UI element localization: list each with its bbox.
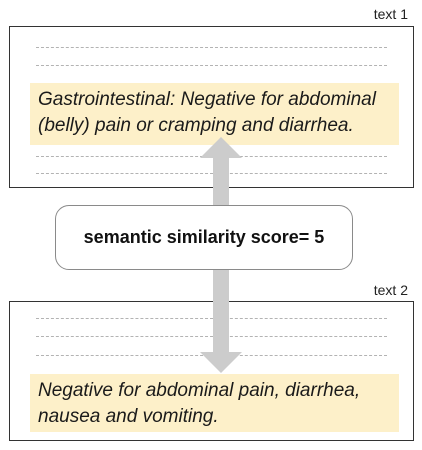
placeholder-line	[36, 336, 387, 337]
placeholder-line	[36, 318, 387, 319]
text2-label: text 2	[373, 282, 408, 298]
text2-highlight: Negative for abdominal pain, diarrhea, n…	[30, 374, 399, 432]
similarity-score-box: semantic similarity score= 5	[55, 205, 353, 270]
text1-box: Gastrointestinal: Negative for abdominal…	[9, 26, 414, 188]
placeholder-line	[36, 173, 387, 174]
text2-line-1: Negative for abdominal pain, diarrhea,	[38, 380, 361, 401]
text2-line-2: nausea and vomiting.	[38, 406, 219, 427]
text1-highlight: Gastrointestinal: Negative for abdominal…	[30, 83, 399, 145]
placeholder-line	[36, 65, 387, 66]
text1-label: text 1	[373, 6, 408, 22]
text1-line-1: Gastrointestinal: Negative for abdominal	[38, 89, 376, 110]
text2-box: Negative for abdominal pain, diarrhea, n…	[9, 301, 414, 441]
text1-line-2: (belly) pain or cramping and diarrhea.	[38, 115, 354, 136]
placeholder-line	[36, 47, 387, 48]
similarity-score-text: semantic similarity score= 5	[83, 227, 325, 247]
